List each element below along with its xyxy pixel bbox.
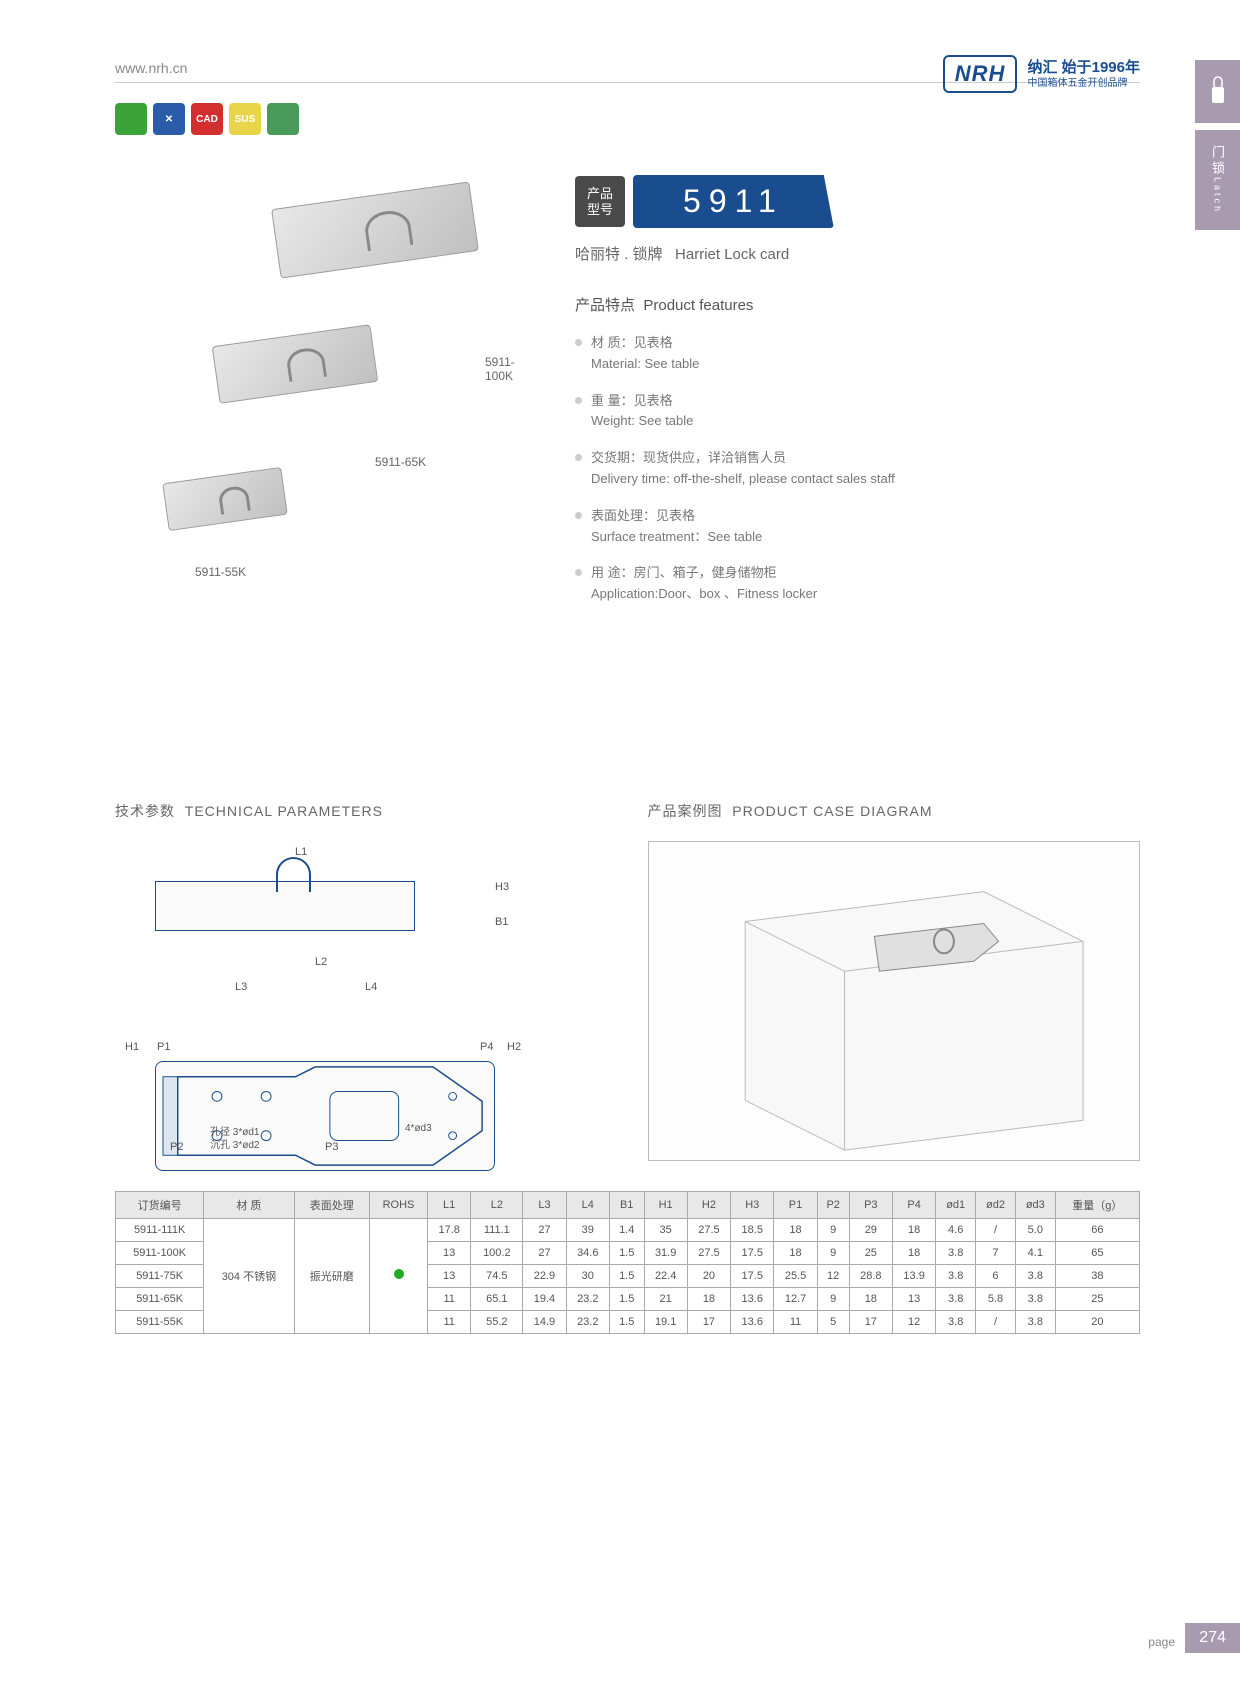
hasp-small bbox=[162, 467, 288, 531]
category-icon bbox=[267, 103, 299, 135]
table-header: ROHS bbox=[369, 1191, 427, 1218]
tech-title: 技术参数 TECHNICAL PARAMETERS bbox=[115, 801, 608, 821]
category-icon: SUS bbox=[229, 103, 261, 135]
category-icon: CAD bbox=[191, 103, 223, 135]
table-header: 订货编号 bbox=[116, 1191, 204, 1218]
table-header: L3 bbox=[523, 1191, 566, 1218]
page-number: 274 bbox=[1185, 1623, 1240, 1653]
spec-table: 订货编号材 质表面处理ROHSL1L2L3L4B1H1H2H3P1P2P3P4ø… bbox=[115, 1191, 1140, 1334]
hasp-medium bbox=[212, 324, 379, 404]
table-header: P2 bbox=[817, 1191, 849, 1218]
logo-cn: 纳汇 始于1996年 bbox=[1027, 58, 1140, 78]
feature-item: 表面处理：见表格Surface treatment：See table bbox=[575, 506, 1140, 548]
table-header: H1 bbox=[644, 1191, 687, 1218]
table-header: L4 bbox=[566, 1191, 609, 1218]
label-100k: 5911-100K bbox=[485, 355, 535, 383]
table-header: H3 bbox=[731, 1191, 774, 1218]
feature-item: 用 途：房门、箱子，健身储物柜Application:Door、box 、Fit… bbox=[575, 563, 1140, 605]
model-number: 5911 bbox=[633, 175, 834, 228]
case-title: 产品案例图 PRODUCT CASE DIAGRAM bbox=[648, 801, 1141, 821]
label-55k: 5911-55K bbox=[195, 565, 246, 579]
table-header: ød3 bbox=[1015, 1191, 1055, 1218]
logo-area: NRH 纳汇 始于1996年 中国箱体五金开创品牌 bbox=[943, 55, 1140, 93]
table-header: P1 bbox=[774, 1191, 817, 1218]
feature-item: 材 质：见表格Material: See table bbox=[575, 333, 1140, 375]
category-icons: ✕CADSUS bbox=[115, 103, 1140, 135]
table-header: B1 bbox=[609, 1191, 644, 1218]
nrh-logo: NRH bbox=[943, 55, 1018, 93]
table-header: 表面处理 bbox=[294, 1191, 369, 1218]
page-label: page bbox=[1148, 1635, 1175, 1649]
feature-item: 重 量：见表格Weight: See table bbox=[575, 391, 1140, 433]
model-header: 产品型号 5911 bbox=[575, 175, 1140, 228]
category-icon: ✕ bbox=[153, 103, 185, 135]
logo-sub: 中国箱体五金开创品牌 bbox=[1027, 77, 1140, 90]
case-diagram bbox=[648, 841, 1141, 1161]
feature-item: 交货期：现货供应，详洽销售人员Delivery time: off-the-sh… bbox=[575, 448, 1140, 490]
table-header: L1 bbox=[428, 1191, 471, 1218]
table-header: ød1 bbox=[936, 1191, 976, 1218]
label-65k: 5911-65K bbox=[375, 455, 426, 469]
category-icon bbox=[115, 103, 147, 135]
table-header: L2 bbox=[471, 1191, 523, 1218]
table-header: 重量（g） bbox=[1055, 1191, 1139, 1218]
table-header: H2 bbox=[687, 1191, 730, 1218]
tech-diagram: L1 H3 B1 L2 L3 L4 H1 P1 bbox=[115, 841, 608, 1161]
table-row: 5911-111K304 不锈钢振光研磨17.8111.127391.43527… bbox=[116, 1218, 1140, 1241]
product-images: 5911-100K 5911-65K 5911-55K bbox=[115, 165, 535, 585]
hasp-large bbox=[271, 181, 479, 278]
side-tab-icon bbox=[1195, 60, 1240, 123]
table-header: ød2 bbox=[976, 1191, 1016, 1218]
side-tab-label: 门锁 Latch bbox=[1195, 130, 1240, 230]
table-header: 材 质 bbox=[204, 1191, 294, 1218]
feature-list: 材 质：见表格Material: See table 重 量：见表格Weight:… bbox=[575, 333, 1140, 605]
model-label: 产品型号 bbox=[575, 176, 625, 227]
table-header: P4 bbox=[892, 1191, 935, 1218]
table-header: P3 bbox=[849, 1191, 892, 1218]
subtitle: 哈丽特 . 锁牌 Harriet Lock card bbox=[575, 243, 1140, 264]
features-title: 产品特点 Product features bbox=[575, 294, 1140, 315]
